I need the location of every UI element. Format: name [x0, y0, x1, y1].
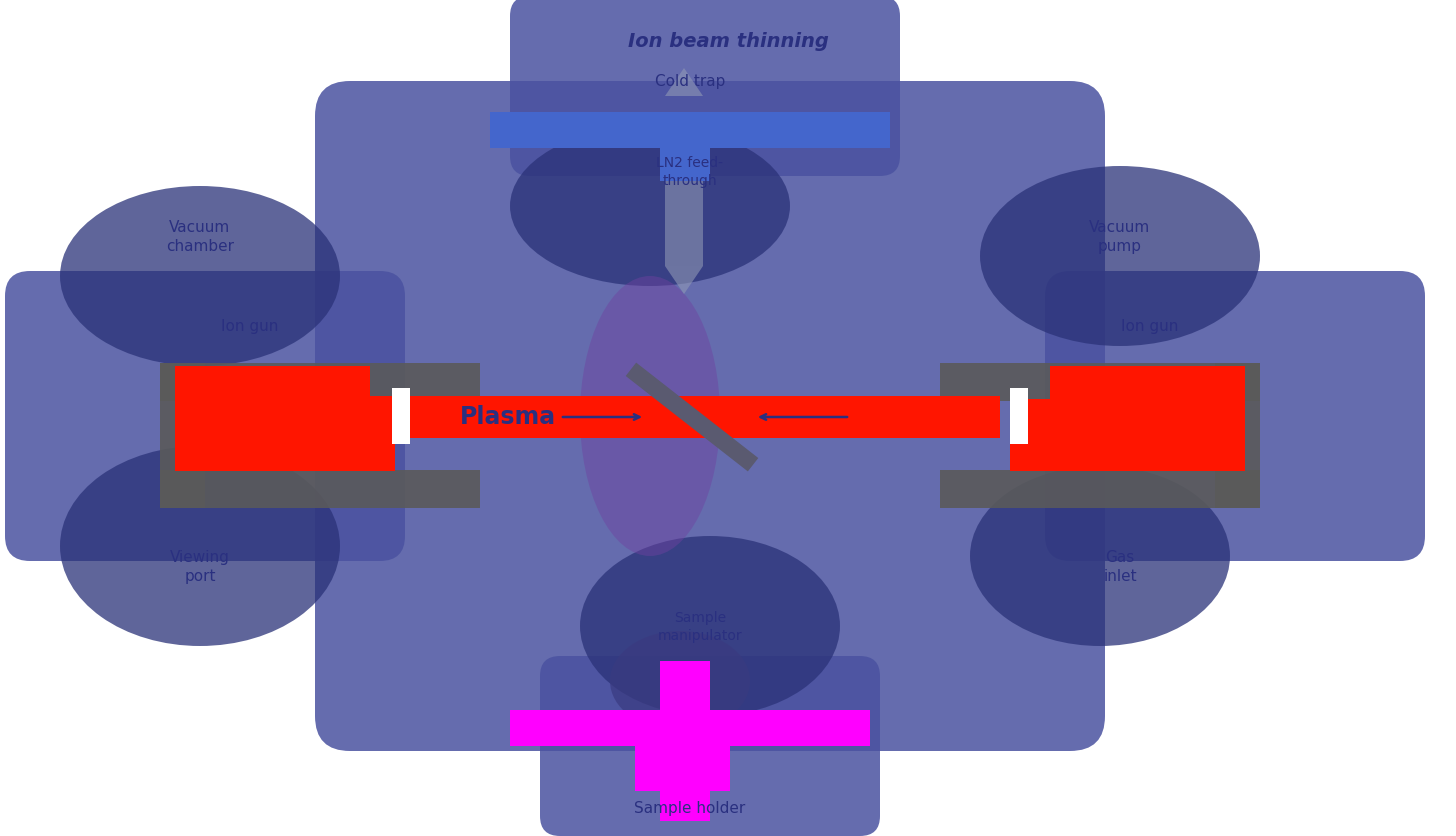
Bar: [355, 400, 395, 436]
Ellipse shape: [60, 186, 341, 366]
FancyBboxPatch shape: [4, 272, 405, 561]
Text: Gas
inlet: Gas inlet: [1104, 549, 1137, 584]
Ellipse shape: [970, 466, 1230, 646]
FancyBboxPatch shape: [510, 0, 900, 176]
Ellipse shape: [610, 631, 750, 732]
Bar: [160, 364, 480, 401]
Text: Ion beam thinning: Ion beam thinning: [628, 33, 828, 52]
Ellipse shape: [980, 167, 1259, 347]
Bar: [660, 661, 711, 711]
Bar: [160, 471, 480, 508]
Text: LN2 feed-
through: LN2 feed- through: [657, 156, 724, 187]
Polygon shape: [626, 363, 759, 472]
Bar: [635, 743, 729, 791]
Bar: [370, 396, 1000, 438]
Bar: [660, 786, 711, 821]
Bar: [1010, 400, 1053, 436]
Text: Cold trap: Cold trap: [655, 74, 725, 89]
FancyBboxPatch shape: [540, 656, 879, 836]
FancyBboxPatch shape: [1045, 272, 1425, 561]
Bar: [510, 710, 871, 746]
Ellipse shape: [579, 277, 721, 556]
Bar: [941, 364, 1259, 401]
Bar: [355, 435, 395, 472]
Ellipse shape: [579, 537, 840, 716]
Bar: [1214, 364, 1259, 508]
Text: Viewing
port: Viewing port: [170, 549, 230, 584]
Text: Ion gun: Ion gun: [221, 319, 278, 334]
Ellipse shape: [510, 127, 791, 287]
Text: Ion gun: Ion gun: [1121, 319, 1179, 334]
Text: Sample
manipulator: Sample manipulator: [658, 610, 743, 642]
Bar: [660, 132, 711, 181]
Bar: [160, 364, 205, 508]
Ellipse shape: [60, 446, 341, 646]
Bar: [1010, 389, 1028, 445]
Bar: [941, 471, 1259, 508]
Bar: [392, 389, 411, 445]
Bar: [665, 167, 703, 267]
Polygon shape: [665, 69, 703, 97]
Bar: [491, 113, 890, 149]
Text: Vacuum
pump: Vacuum pump: [1089, 219, 1150, 254]
Polygon shape: [665, 267, 703, 294]
Text: Vacuum
chamber: Vacuum chamber: [166, 219, 234, 254]
FancyBboxPatch shape: [314, 82, 1105, 751]
Bar: [175, 366, 370, 472]
Text: Plasma: Plasma: [460, 405, 556, 429]
Bar: [1010, 435, 1053, 472]
Text: Sample holder: Sample holder: [635, 801, 745, 816]
Bar: [1050, 366, 1245, 472]
